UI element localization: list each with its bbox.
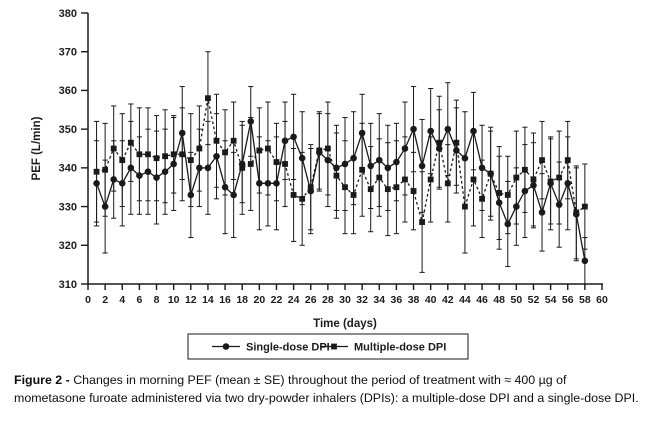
svg-text:0: 0	[85, 294, 91, 306]
svg-text:22: 22	[271, 294, 283, 306]
svg-text:32: 32	[356, 294, 368, 306]
y-axis: 310 320 330 340 350 360 370 380	[59, 8, 88, 291]
svg-text:48: 48	[493, 294, 505, 306]
svg-text:36: 36	[391, 294, 403, 306]
svg-text:28: 28	[322, 294, 334, 306]
pef-chart-container: 310 320 330 340 350 360 370 380 0 2 4 6 8 10 12 14 16 18 2…	[31, 8, 608, 360]
x-axis: 0 2 4 6 8 10 12 14 16 18 20 22 24 26 28 30 32 34 36 38 40 42 4…	[85, 284, 608, 306]
svg-text:310: 310	[59, 279, 77, 291]
svg-text:40: 40	[425, 294, 437, 306]
series-multiple-dose-dpi	[93, 51, 588, 273]
svg-text:52: 52	[528, 294, 540, 306]
svg-text:60: 60	[596, 294, 608, 306]
svg-text:340: 340	[59, 163, 77, 175]
svg-text:Multiple-dose DPI: Multiple-dose DPI	[354, 342, 446, 354]
svg-text:320: 320	[59, 240, 77, 252]
svg-text:24: 24	[288, 294, 300, 306]
svg-text:38: 38	[408, 294, 420, 306]
y-axis-label: PEF (L/min)	[31, 116, 43, 180]
svg-text:380: 380	[59, 8, 77, 20]
svg-text:14: 14	[202, 294, 214, 306]
svg-text:44: 44	[459, 294, 471, 306]
svg-text:4: 4	[119, 294, 125, 306]
svg-text:56: 56	[562, 294, 574, 306]
series-single-dose-dpi	[93, 82, 589, 285]
figure-caption-label: Figure 2 -	[14, 373, 74, 387]
svg-text:12: 12	[185, 294, 197, 306]
svg-text:18: 18	[236, 294, 248, 306]
legend: Single-dose DPI Multiple-dose DPI	[187, 333, 469, 360]
figure-caption-text: Changes in morning PEF (mean ± SE) throu…	[14, 373, 639, 405]
svg-text:Time (days): Time (days)	[313, 318, 377, 330]
svg-text:20: 20	[253, 294, 265, 306]
svg-text:350: 350	[59, 124, 77, 136]
svg-text:30: 30	[339, 294, 351, 306]
svg-text:16: 16	[219, 294, 231, 306]
svg-text:10: 10	[168, 294, 180, 306]
svg-text:PEF (L/min): PEF (L/min)	[31, 116, 43, 180]
svg-text:34: 34	[373, 294, 385, 306]
svg-text:54: 54	[545, 294, 557, 306]
svg-text:Single-dose DPI: Single-dose DPI	[246, 342, 330, 354]
svg-text:42: 42	[442, 294, 454, 306]
svg-text:50: 50	[510, 294, 522, 306]
svg-text:330: 330	[59, 201, 77, 213]
svg-text:370: 370	[59, 47, 77, 59]
svg-text:8: 8	[154, 294, 160, 306]
svg-text:58: 58	[579, 294, 591, 306]
svg-text:360: 360	[59, 85, 77, 97]
x-axis-label: Time (days)	[313, 318, 377, 330]
svg-text:6: 6	[136, 294, 142, 306]
svg-text:46: 46	[476, 294, 488, 306]
svg-text:2: 2	[102, 294, 108, 306]
figure-caption: Figure 2 - Changes in morning PEF (mean …	[14, 372, 640, 407]
svg-text:26: 26	[305, 294, 317, 306]
